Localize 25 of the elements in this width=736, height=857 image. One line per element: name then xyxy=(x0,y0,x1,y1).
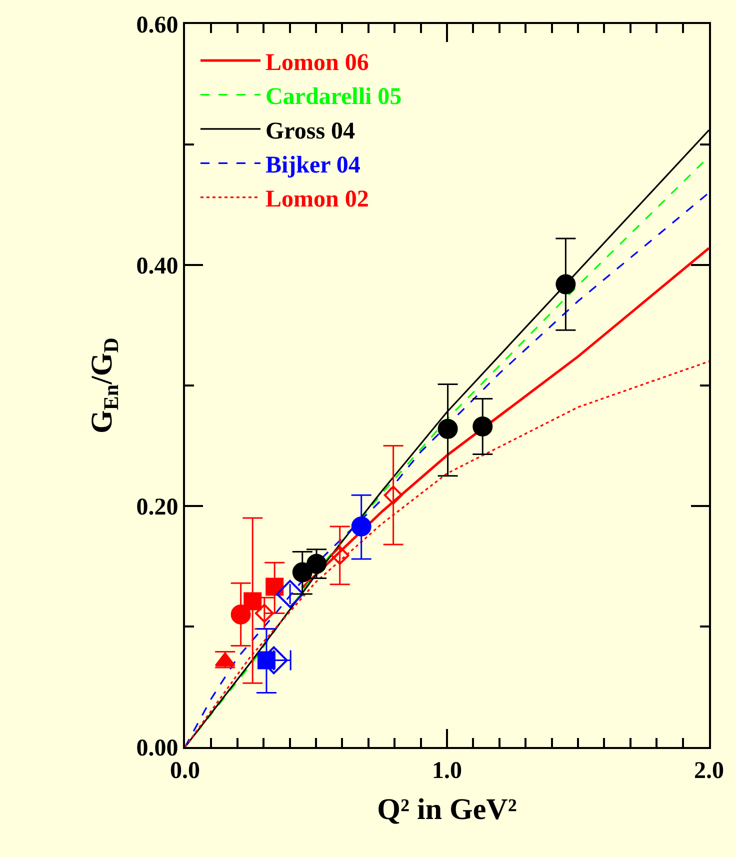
point xyxy=(438,418,458,439)
x-tick-label: 1.0 xyxy=(432,758,462,784)
legend-label: Bijker 04 xyxy=(265,152,360,179)
point xyxy=(330,546,350,565)
legend-label: Cardarelli 05 xyxy=(265,84,402,110)
legend-label: Lomon 06 xyxy=(265,50,369,76)
line-series xyxy=(185,360,709,747)
point xyxy=(472,416,493,436)
point xyxy=(266,578,284,596)
y-tick-label: 0.60 xyxy=(136,12,178,38)
point xyxy=(230,604,251,624)
point xyxy=(306,554,327,574)
x-tick-label: 2.0 xyxy=(694,758,724,784)
point xyxy=(254,604,274,623)
y-tick-label: 0.40 xyxy=(136,253,178,280)
point xyxy=(556,274,576,294)
point xyxy=(276,580,304,608)
point xyxy=(292,562,312,582)
y-tick-label: 0.20 xyxy=(136,494,178,520)
x-axis-title: Q² in GeV² xyxy=(377,792,517,826)
point xyxy=(244,592,262,610)
legend-label: Lomon 02 xyxy=(265,186,369,213)
point xyxy=(384,486,403,505)
point xyxy=(351,516,372,536)
legend-label: Gross 04 xyxy=(265,118,356,144)
